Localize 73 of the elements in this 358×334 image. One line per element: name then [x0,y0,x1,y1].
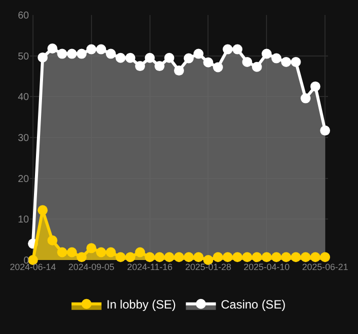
point [174,66,184,76]
x-tick-label: 2024-06-14 [10,262,56,272]
point [135,61,146,72]
point [76,252,87,262]
point [271,252,282,262]
y-tick-label: 60 [18,10,30,22]
point [184,53,194,64]
y-tick-label: 30 [18,133,30,144]
x-tick-label: 2024-11-16 [127,262,172,272]
point [76,48,87,59]
point [96,44,106,54]
point [232,44,242,54]
point [193,48,204,59]
point [271,53,282,64]
point [242,252,252,262]
point [320,252,330,262]
point [125,252,136,262]
point [47,43,58,54]
point [262,252,272,262]
point [57,247,68,258]
y-tick-label: 20 [18,174,30,185]
point [66,48,77,59]
y-tick-label: 50 [18,51,30,62]
point [116,252,126,262]
x-tick-label: 2024-09-05 [68,262,114,272]
point [144,52,155,63]
point [242,56,252,67]
legend-label: Casino (SE) [220,298,286,312]
x-tick-label: 2025-06-21 [302,262,348,272]
point [164,252,174,262]
point [125,52,136,63]
point [300,252,311,262]
x-tick-label: 2025-04-10 [244,262,290,272]
point [300,93,311,104]
point [281,56,292,67]
point [86,243,96,254]
point [154,252,165,262]
point [174,252,184,262]
point [281,252,292,262]
point [290,252,301,262]
point [184,252,194,262]
point [38,205,48,216]
point [212,252,223,262]
point [222,252,233,262]
point [116,52,126,63]
point [66,247,77,258]
point [222,44,233,54]
point [203,57,214,68]
point [144,252,155,262]
point [290,56,301,67]
point [310,252,320,262]
point [310,81,320,92]
point [106,247,116,258]
point [135,247,146,258]
point [212,62,223,72]
point [320,126,330,136]
point [154,61,165,72]
x-tick-label: 2025-01-28 [185,262,232,272]
point [193,252,204,262]
point [47,235,58,246]
point [106,48,116,59]
point [57,48,68,59]
point [38,52,48,62]
point [262,48,272,59]
point [86,44,96,54]
point [164,52,174,63]
y-tick-label: 10 [18,214,30,226]
point [232,252,242,262]
point [252,252,262,262]
legend-label: In lobby (SE) [106,298,176,312]
y-tick-label: 40 [18,92,30,104]
point [96,247,106,258]
point [252,62,262,72]
